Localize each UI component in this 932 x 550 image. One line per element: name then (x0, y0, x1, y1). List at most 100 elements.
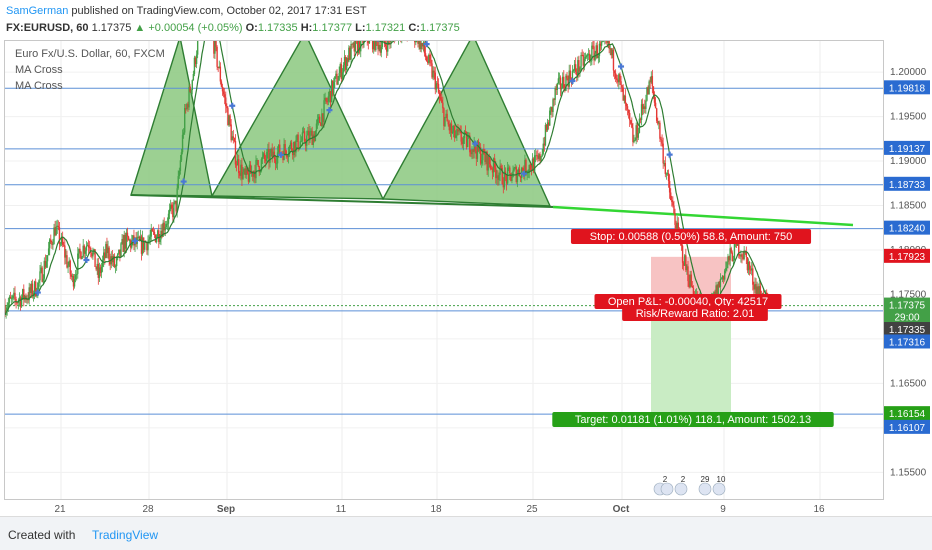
chart-plot-area[interactable]: Stop: 0.00588 (0.50%) 58.8, Amount: 750 O… (4, 40, 884, 500)
candle-body-536 (583, 58, 586, 66)
candle-body-660 (717, 281, 719, 297)
candle-body-345 (377, 41, 379, 50)
candle-body-489 (532, 158, 535, 172)
candle-body-472 (514, 167, 516, 169)
candle-body-107 (120, 243, 122, 257)
candle-body-666 (724, 270, 726, 280)
candle-body-571 (621, 85, 623, 88)
candle-body-194 (214, 41, 216, 54)
candle-body-545 (593, 46, 595, 61)
candle-body-405 (442, 102, 444, 109)
candle-body-599 (651, 76, 654, 87)
low-value: 1.17321 (365, 22, 406, 34)
candle-body-679 (738, 239, 740, 256)
created-with-text: Created with (8, 528, 76, 542)
candle-body-341 (373, 41, 375, 50)
candle-body-312 (341, 72, 344, 80)
candle-body-245 (269, 152, 271, 163)
candle-body-340 (371, 41, 374, 50)
candle-body-97 (109, 260, 111, 265)
candle-body-595 (647, 87, 649, 95)
candle-body-237 (260, 159, 263, 171)
candle-body-143 (159, 239, 161, 242)
candle-body-227 (249, 164, 252, 174)
trendline (552, 205, 854, 227)
candle-body-296 (324, 97, 326, 101)
candle-body-169 (187, 104, 189, 108)
candle-body-44 (52, 244, 54, 246)
candle-body-261 (286, 155, 289, 158)
candle-body-306 (335, 73, 337, 77)
cross-marker-300 (326, 107, 333, 114)
candle-body-578 (628, 113, 631, 121)
candle-body-596 (648, 81, 650, 95)
candle-body-129 (144, 241, 146, 250)
candle-body-403 (439, 97, 442, 100)
open-value: 1.17335 (257, 22, 298, 34)
candle-body-239 (262, 153, 265, 157)
candle-body-45 (53, 227, 55, 245)
candle-body-61 (70, 274, 73, 277)
candle-body-383 (418, 41, 420, 44)
price-level-bg-10 (884, 419, 930, 434)
author-link[interactable]: SamGerman (6, 5, 69, 17)
y-tick-5: 1.17500 (890, 289, 927, 300)
time-axis[interactable]: 21 28 Sep 11 18 25 Oct 9 16 (4, 500, 884, 516)
candle-body-683 (742, 257, 744, 259)
symbol-info: FX:EURUSD, 60 1.17375 ▲ +0.00054 (+0.05%… (6, 22, 460, 34)
candle-body-109 (122, 239, 124, 252)
candle-body-43 (51, 242, 53, 245)
candle-body-527 (573, 64, 576, 71)
legend-ma-cross-1[interactable]: MA Cross (15, 64, 63, 76)
candle-body-117 (131, 240, 133, 248)
y-tick-0: 1.20000 (890, 67, 927, 78)
price-change: ▲ +0.00054 (+0.05%) (134, 22, 243, 34)
legend-ma-cross-2[interactable]: MA Cross (15, 80, 63, 92)
price-level-label-0: 1.19818 (889, 83, 926, 94)
candle-body-214 (235, 164, 238, 166)
candle-body-126 (140, 236, 143, 254)
candle-body-498 (542, 143, 544, 154)
candle-body-31 (38, 280, 40, 283)
candle-body-95 (107, 247, 109, 254)
event-label-3: 10 (717, 475, 726, 484)
candle-body-280 (307, 130, 309, 136)
candle-body-419 (457, 128, 459, 132)
candle-body-207 (228, 115, 230, 126)
candle-body-689 (748, 261, 751, 270)
y-tick-3: 1.18500 (890, 201, 927, 212)
candle-body-174 (192, 74, 195, 81)
candle-body-213 (234, 141, 237, 165)
candle-body-557 (606, 41, 608, 43)
candle-body-305 (334, 76, 336, 83)
cross-marker-390 (423, 41, 430, 48)
candle-body-614 (667, 173, 670, 182)
candle-body-680 (739, 255, 741, 257)
candle-body-406 (443, 108, 445, 127)
tradingview-logo-link[interactable]: TradingView (92, 528, 159, 542)
candle-body-10 (15, 299, 17, 303)
candle-body-609 (662, 143, 664, 164)
candle-body-219 (241, 164, 243, 179)
candle-body-5 (9, 296, 12, 299)
close-value: 1.17375 (419, 22, 460, 34)
candle-body-268 (294, 141, 296, 153)
price-axis[interactable]: 1.200001.195001.190001.185001.180001.175… (884, 40, 932, 500)
candle-body-673 (731, 252, 733, 262)
candle-body-199 (219, 66, 222, 82)
candle-body-379 (414, 41, 416, 43)
candle-body-217 (239, 173, 241, 176)
candle-body-418 (456, 128, 458, 136)
candle-body-58 (67, 265, 69, 268)
pnl-label-bg (594, 294, 782, 309)
candle-body-347 (379, 44, 381, 53)
candle-body-493 (537, 155, 539, 159)
candle-body-226 (248, 164, 251, 182)
candle-body-688 (747, 261, 750, 271)
candle-body-208 (229, 115, 231, 125)
candle-body-481 (524, 159, 526, 176)
candle-body-668 (726, 262, 728, 269)
price-chart[interactable]: Stop: 0.00588 (0.50%) 58.8, Amount: 750 O… (5, 41, 883, 499)
candle-body-357 (390, 41, 392, 43)
candle-body-27 (33, 281, 36, 294)
